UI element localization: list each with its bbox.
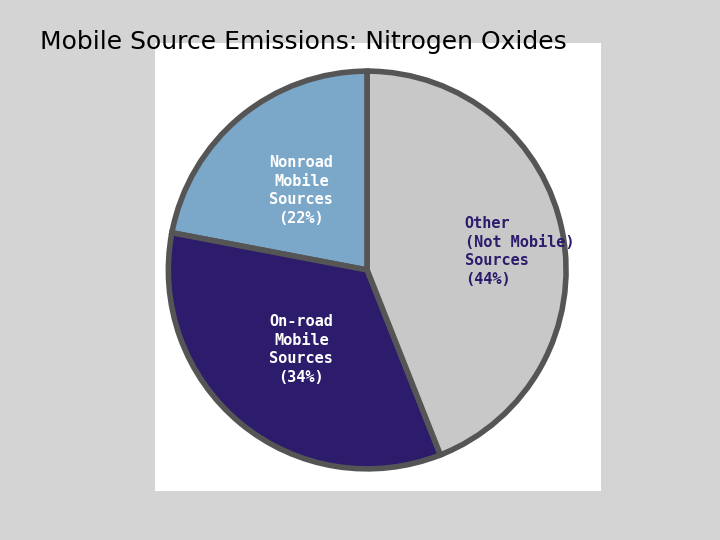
Wedge shape	[168, 233, 441, 469]
Text: On-road
Mobile
Sources
(34%): On-road Mobile Sources (34%)	[269, 314, 333, 385]
Text: Mobile Source Emissions: Nitrogen Oxides: Mobile Source Emissions: Nitrogen Oxides	[40, 30, 567, 53]
Text: Other
(Not Mobile)
Sources
(44%): Other (Not Mobile) Sources (44%)	[465, 216, 575, 287]
Text: Nonroad
Mobile
Sources
(22%): Nonroad Mobile Sources (22%)	[269, 155, 333, 226]
Wedge shape	[172, 71, 367, 270]
Wedge shape	[367, 71, 566, 455]
